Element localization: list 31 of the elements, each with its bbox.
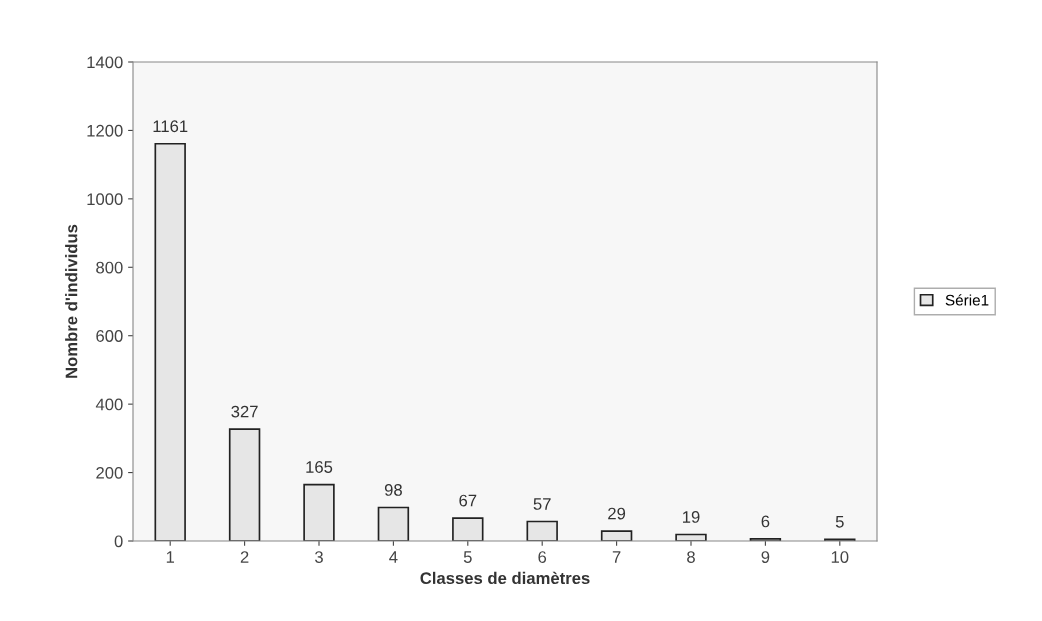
x-tick-label: 4 xyxy=(389,551,398,563)
x-tick-label: 7 xyxy=(612,551,621,563)
data-label: 1161 xyxy=(153,120,188,133)
y-axis-title: Nombre d'individus xyxy=(65,224,78,378)
x-tick-label: 9 xyxy=(761,551,770,563)
x-tick-label: 3 xyxy=(315,551,323,563)
data-label: 98 xyxy=(384,484,402,496)
data-label: 6 xyxy=(761,515,770,528)
y-tick-label: 1000 xyxy=(87,193,123,206)
data-label: 29 xyxy=(608,507,626,520)
legend-label: Série1 xyxy=(945,294,989,306)
y-tick-label: 600 xyxy=(96,330,123,342)
y-tick-label: 1200 xyxy=(87,124,123,137)
x-tick-label: 2 xyxy=(240,551,249,563)
x-tick-label: 1 xyxy=(166,551,175,563)
x-axis-title: Classes de diamètres xyxy=(420,571,590,585)
y-tick-label: 200 xyxy=(96,466,123,479)
y-tick-label: 0 xyxy=(114,535,123,548)
x-tick-label: 6 xyxy=(538,551,547,563)
x-tick-label: 5 xyxy=(463,551,472,563)
y-tick-label: 400 xyxy=(95,398,123,411)
x-tick-label: 8 xyxy=(687,551,695,563)
data-label: 57 xyxy=(533,498,551,510)
data-label: 165 xyxy=(306,461,333,473)
data-label: 5 xyxy=(835,516,844,528)
y-tick-label: 1400 xyxy=(87,56,123,69)
y-tick-label: 800 xyxy=(96,261,123,274)
data-label: 19 xyxy=(683,511,700,523)
x-tick-label: 10 xyxy=(831,551,849,563)
data-label: 327 xyxy=(231,405,258,418)
data-label: 67 xyxy=(459,494,477,507)
